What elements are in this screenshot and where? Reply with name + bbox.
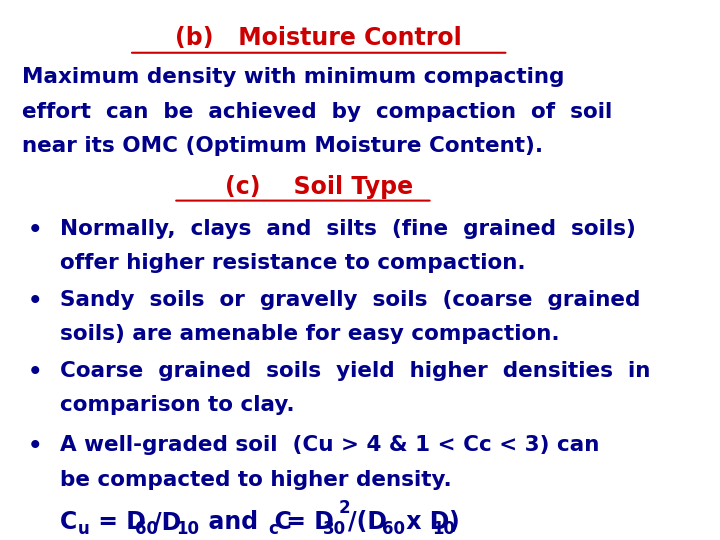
Text: •: • — [28, 435, 42, 458]
Text: (c)    Soil Type: (c) Soil Type — [225, 175, 413, 199]
Text: C: C — [60, 510, 77, 534]
Text: 60: 60 — [135, 519, 158, 537]
Text: Normally,  clays  and  silts  (fine  grained  soils): Normally, clays and silts (fine grained … — [60, 219, 636, 239]
Text: A well-graded soil  (Cu > 4 & 1 < Cc < 3) can: A well-graded soil (Cu > 4 & 1 < Cc < 3)… — [60, 435, 599, 455]
Text: /(D: /(D — [348, 510, 387, 534]
Text: •: • — [28, 361, 42, 384]
Text: soils) are amenable for easy compaction.: soils) are amenable for easy compaction. — [60, 324, 559, 345]
Text: be compacted to higher density.: be compacted to higher density. — [60, 470, 451, 490]
Text: /D: /D — [153, 510, 181, 534]
Text: c: c — [268, 519, 278, 537]
Text: 2: 2 — [338, 499, 350, 517]
Text: •: • — [28, 219, 42, 241]
Text: x D: x D — [397, 510, 449, 534]
Text: comparison to clay.: comparison to clay. — [60, 395, 294, 415]
Text: ): ) — [449, 510, 459, 534]
Text: = D: = D — [278, 510, 334, 534]
Text: Coarse  grained  soils  yield  higher  densities  in: Coarse grained soils yield higher densit… — [60, 361, 650, 381]
Text: = D: = D — [90, 510, 146, 534]
Text: Sandy  soils  or  gravelly  soils  (coarse  grained: Sandy soils or gravelly soils (coarse gr… — [60, 290, 640, 310]
Text: (b)   Moisture Control: (b) Moisture Control — [176, 26, 462, 50]
Text: 30: 30 — [323, 519, 346, 537]
Text: and  C: and C — [192, 510, 292, 534]
Text: •: • — [28, 290, 42, 313]
Text: u: u — [77, 519, 89, 537]
Text: effort  can  be  achieved  by  compaction  of  soil: effort can be achieved by compaction of … — [22, 102, 612, 122]
Text: 10: 10 — [176, 519, 199, 537]
Text: 10: 10 — [433, 519, 456, 537]
Text: Maximum density with minimum compacting: Maximum density with minimum compacting — [22, 67, 564, 87]
Text: 60: 60 — [382, 519, 405, 537]
Text: near its OMC (Optimum Moisture Content).: near its OMC (Optimum Moisture Content). — [22, 136, 543, 156]
Text: offer higher resistance to compaction.: offer higher resistance to compaction. — [60, 253, 526, 273]
